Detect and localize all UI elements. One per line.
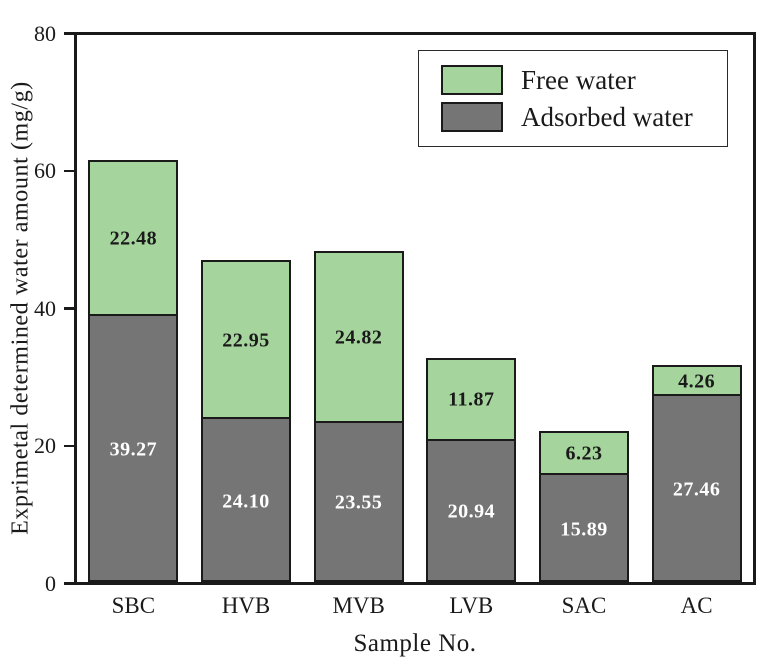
x-axis-title: Sample No.: [353, 630, 477, 657]
adsorbed-water-value-label: 15.89: [560, 518, 608, 541]
y-tick-mark: [64, 444, 74, 448]
legend-row: Free water: [441, 65, 727, 95]
x-tick-label-hvb: HVB: [221, 593, 271, 618]
free-water-value-label: 22.95: [222, 329, 270, 352]
y-tick-label: 60: [34, 158, 56, 183]
y-tick-mark: [64, 307, 74, 310]
x-tick-label-ac: AC: [680, 593, 713, 618]
x-tick-label-lvb: LVB: [449, 593, 494, 618]
adsorbed-water-value-label: 24.10: [222, 490, 270, 513]
y-tick-label: 80: [34, 20, 56, 46]
y-tick-label: 40: [34, 295, 56, 321]
free-water-value-label: 4.26: [678, 370, 716, 393]
x-tick-label-sbc: SBC: [111, 593, 156, 618]
stacked-bar-lvb: 11.87 20.94: [426, 357, 517, 582]
free-water-value-label: 6.23: [565, 442, 603, 465]
stacked-bar-mvb: 24.82 23.55: [313, 251, 404, 582]
y-tick-mark: [64, 32, 74, 35]
legend-label: Adsorbed water: [521, 102, 693, 132]
stacked-bar-ac: 4.26 27.46: [651, 365, 742, 582]
free-water-value-label: 24.82: [334, 326, 383, 349]
legend-label: Free water: [521, 65, 636, 95]
adsorbed-water-value-label: 39.27: [109, 438, 158, 461]
legend-row: Adsorbed water: [441, 102, 727, 132]
free-water-value-label: 11.87: [448, 388, 495, 411]
y-tick-label: 0: [45, 570, 56, 596]
stacked-bar-sbc: 22.48 39.27: [88, 159, 179, 582]
y-tick-label: 20: [34, 433, 56, 458]
y-tick-mark: [64, 169, 74, 173]
y-tick-mark: [64, 582, 74, 585]
free-water-segment: [428, 359, 515, 441]
legend-swatch-adsorbed-water: [441, 102, 503, 132]
adsorbed-water-value-label: 27.46: [672, 478, 721, 501]
free-water-segment: [90, 161, 177, 316]
free-water-segment: [315, 253, 402, 423]
adsorbed-water-value-label: 20.94: [447, 500, 496, 523]
free-water-segment: [203, 262, 289, 420]
legend-swatch-free-water: [441, 65, 503, 95]
x-tick-label-sac: SAC: [561, 593, 607, 618]
stacked-bar-sac: 6.23 15.89: [539, 430, 629, 582]
free-water-segment: [541, 432, 627, 476]
x-tick-label-mvb: MVB: [332, 593, 385, 618]
free-water-value-label: 22.48: [109, 227, 158, 250]
adsorbed-water-value-label: 23.55: [334, 491, 383, 514]
legend: Free water Adsorbed water: [418, 50, 728, 147]
free-water-segment: [653, 367, 740, 397]
stacked-bar-hvb: 22.95 24.10: [201, 260, 291, 582]
